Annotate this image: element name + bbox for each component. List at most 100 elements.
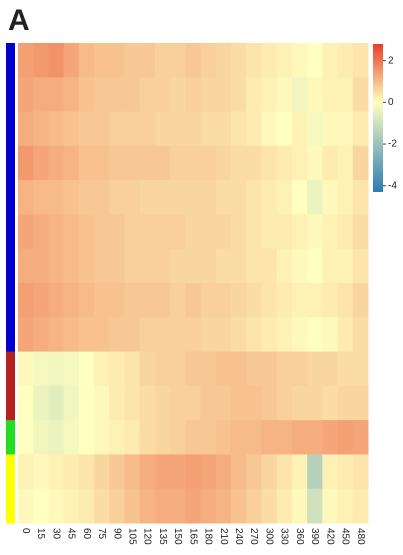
row-group-bar (6, 43, 15, 78)
colorbar-tick-label: -2 (388, 139, 397, 150)
heatmap-cell (109, 420, 126, 455)
x-tick-label: 330 (279, 528, 290, 545)
heatmap-cell (109, 77, 126, 113)
heatmap-cell (261, 351, 278, 387)
heatmap-cell (78, 283, 95, 318)
heatmap-cell (33, 180, 49, 215)
heatmap-cell (170, 180, 186, 215)
x-tick-label: 360 (294, 528, 305, 545)
heatmap-cell (352, 488, 369, 524)
heatmap-cell (48, 248, 65, 284)
heatmap-cell (78, 145, 95, 181)
heatmap-cell (276, 111, 293, 147)
heatmap-cell (170, 385, 186, 421)
heatmap-cell (78, 420, 95, 455)
heatmap-cell (200, 351, 217, 387)
heatmap-cell (200, 180, 217, 215)
panel-label: A (8, 4, 30, 37)
heatmap-cell (18, 43, 34, 78)
heatmap-cell (291, 351, 308, 387)
heatmap-cell (124, 77, 141, 113)
x-tick-label: 165 (187, 528, 198, 545)
heatmap-cell (170, 145, 186, 181)
heatmap-cell (154, 488, 171, 524)
heatmap-cell (337, 77, 354, 113)
heatmap-cell (139, 111, 156, 147)
heatmap-cell (63, 317, 80, 353)
heatmap-cell (352, 111, 369, 147)
heatmap-cell (124, 351, 141, 387)
x-tick-label: 180 (203, 528, 214, 545)
heatmap-cell (154, 317, 171, 353)
heatmap-cell (200, 111, 217, 147)
heatmap-cell (94, 420, 110, 455)
heatmap-cell (63, 248, 80, 284)
heatmap-cell (276, 180, 293, 215)
heatmap-cell (170, 214, 186, 250)
heatmap-cell (261, 145, 278, 181)
heatmap-cell (307, 43, 323, 78)
heatmap-cell (246, 214, 262, 250)
heatmap-cell (33, 145, 49, 181)
heatmap-cell (291, 248, 308, 284)
heatmap-cell (307, 283, 323, 318)
heatmap-cell (215, 385, 232, 421)
heatmap-cell (139, 248, 156, 284)
heatmap-cell (48, 214, 65, 250)
heatmap-cell (200, 145, 217, 181)
heatmap-cell (352, 248, 369, 284)
heatmap-cell (231, 454, 247, 490)
heatmap-cell (215, 420, 232, 455)
heatmap-cell (307, 214, 323, 250)
heatmap-cell (276, 214, 293, 250)
heatmap-cell (94, 180, 110, 215)
heatmap-cell (246, 248, 262, 284)
heatmap-cell (154, 111, 171, 147)
heatmap-cell (109, 317, 126, 353)
heatmap-cell (231, 248, 247, 284)
heatmap-cell (307, 488, 323, 524)
heatmap-cell (33, 43, 49, 78)
heatmap-cell (154, 454, 171, 490)
row-group-bar (6, 248, 15, 284)
heatmap-cell (33, 351, 49, 387)
heatmap-cell (139, 488, 156, 524)
heatmap-cell (109, 248, 126, 284)
heatmap-cell (154, 351, 171, 387)
heatmap-cell (246, 43, 262, 78)
heatmap-cell (291, 214, 308, 250)
heatmap-cell (352, 43, 369, 78)
heatmap-cell (276, 454, 293, 490)
colorbar-tick-label: -4 (388, 180, 397, 191)
heatmap-cell (322, 111, 339, 147)
heatmap-cell (170, 77, 186, 113)
heatmap-cell (276, 77, 293, 113)
heatmap-cell (215, 454, 232, 490)
heatmap-cell (154, 214, 171, 250)
heatmap-cell (63, 351, 80, 387)
heatmap-cell (170, 317, 186, 353)
heatmap-cell (200, 248, 217, 284)
heatmap-cell (48, 385, 65, 421)
heatmap-cell (109, 351, 126, 387)
x-tick-label: 0 (20, 528, 31, 534)
heatmap-cell (18, 317, 34, 353)
heatmap-cell (170, 111, 186, 147)
heatmap-cell (63, 385, 80, 421)
heatmap-cell (352, 180, 369, 215)
heatmap-cell (139, 77, 156, 113)
heatmap-cell (63, 180, 80, 215)
heatmap-cell (261, 77, 278, 113)
heatmap-cell (124, 180, 141, 215)
heatmap-cell (63, 488, 80, 524)
heatmap-cell (352, 351, 369, 387)
heatmap-cell (139, 351, 156, 387)
heatmap-cell (33, 214, 49, 250)
heatmap-cell (63, 111, 80, 147)
heatmap-cell (215, 180, 232, 215)
heatmap-cell (291, 180, 308, 215)
heatmap-cell (18, 248, 34, 284)
heatmap-cell (291, 111, 308, 147)
heatmap-cell (200, 43, 217, 78)
heatmap-cell (215, 248, 232, 284)
